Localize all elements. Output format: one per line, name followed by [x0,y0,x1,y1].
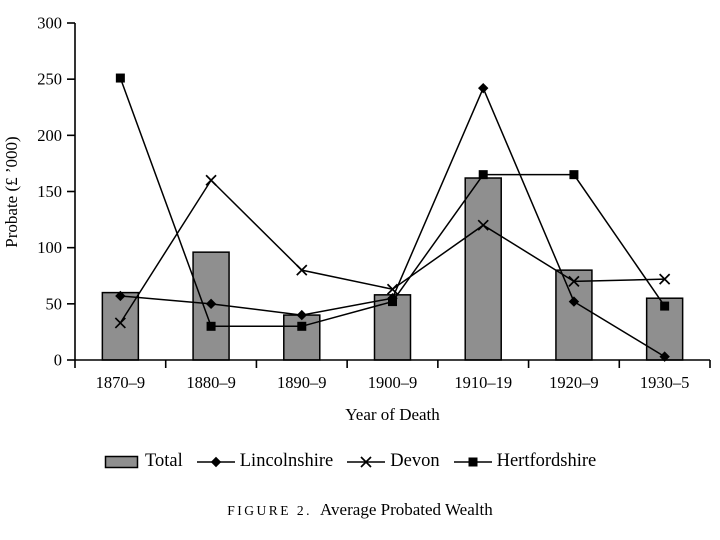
figure-caption-title: Average Probated Wealth [320,500,493,519]
x-marker [386,283,399,295]
devon-x-swatch-icon [347,455,386,468]
figure-caption-number: FIGURE 2. [227,503,313,518]
legend-item-total: Total [104,451,183,472]
bar-total-3 [373,294,412,361]
y-tick-label: 250 [37,70,62,89]
square-marker [115,73,125,83]
diamond-marker [478,82,489,94]
square-marker [660,301,670,311]
probate-wealth-chart: 0 50 100 150 200 250 300 1870–9 1880–9 1890–9 1900… [2,14,711,424]
x-marker [568,275,580,287]
square-marker [388,297,397,307]
total-bar-swatch-icon [104,455,139,468]
diamond-marker [210,456,221,467]
square-marker [206,321,216,331]
legend-label-total: Total [145,451,183,471]
diamond-marker [659,351,670,362]
legend-item-lincolnshire: Lincolnshire [196,451,334,472]
diamond-marker [296,309,307,321]
legend-item-devon: Devon [347,451,440,472]
y-tick-label: 300 [37,14,62,33]
legend-label-lincolnshire: Lincolnshire [239,451,334,471]
chart-legend: Total Lincolnshire Devon Hertfordshire [0,451,720,472]
square-marker [468,457,478,466]
square-marker [478,170,488,180]
x-category-label: 1870–9 [96,373,146,392]
diamond-marker [568,296,580,307]
hertfordshire-square-swatch-icon [453,457,492,466]
y-tick-label: 100 [37,238,62,257]
diamond-marker [205,298,217,310]
x-marker [205,174,217,186]
x-category-label: 1900–9 [368,373,418,392]
figure-caption: FIGURE 2. Average Probated Wealth [0,500,720,520]
x-category-label: 1920–9 [549,373,599,392]
x-category-label: 1890–9 [277,373,327,392]
x-marker [659,273,671,285]
y-tick-label: 50 [46,294,63,313]
y-axis-title: Probate (£ ’000) [2,136,21,247]
lincolnshire-diamond-swatch-icon [196,456,235,467]
bar-total-5 [555,269,593,361]
square-marker [297,321,307,331]
x-marker [360,455,372,468]
bar-total-4 [464,177,502,361]
square-marker [569,170,579,180]
x-marker [296,264,308,276]
y-tick-label: 200 [37,126,62,145]
y-tick-label: 0 [54,351,62,370]
x-category-label: 1930–5 [640,373,690,392]
total-swatch-rect [104,455,139,468]
x-category-label: 1910–19 [454,373,512,392]
x-category-label: 1880–9 [186,373,236,392]
legend-label-devon: Devon [390,451,440,471]
x-axis-title: Year of Death [345,405,440,424]
y-tick-label: 150 [37,182,62,201]
legend-item-hertfordshire: Hertfordshire [453,451,597,472]
x-marker [114,317,126,329]
x-marker [477,219,489,231]
diamond-marker [115,290,126,302]
legend-label-hertfordshire: Hertfordshire [496,451,597,471]
